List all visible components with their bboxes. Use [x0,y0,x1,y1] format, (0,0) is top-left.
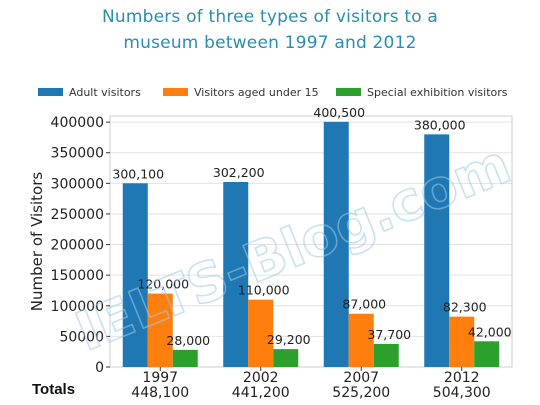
bar-3-2007 [373,343,399,367]
bar-2-1997 [147,293,173,367]
data-label: 302,200 [213,165,265,180]
data-label: 42,000 [468,324,512,339]
y-tick-label: 50000 [59,329,104,345]
data-label: 87,000 [342,297,386,312]
legend-swatch [38,88,63,96]
legend-label: Adult visitors [69,86,141,99]
totals-row: 448,100 441,200 525,200 504,300 Totals [32,381,491,401]
y-tick-label: 350000 [51,146,104,162]
x-tick-label: 2002 [243,370,279,386]
bars [122,121,500,367]
bar-3-2012 [474,341,500,367]
total-value: 448,100 [131,385,189,401]
data-labels: 300,100 120,000 28,000 302,200 110,000 29,200… [112,105,511,348]
bar-1-1997 [122,183,148,367]
x-tick-label: 2007 [343,370,379,386]
chart-title-line-2: museum between 1997 and 2012 [123,33,417,53]
y-tick-label: 100000 [51,299,104,315]
bar-2-2002 [248,299,274,367]
data-label: 400,500 [313,105,365,120]
data-label: 37,700 [367,327,411,342]
data-label: 82,300 [443,300,487,315]
total-value: 504,300 [433,385,491,401]
bar-3-1997 [172,349,198,367]
legend-swatch [336,88,361,96]
total-value: 441,200 [232,385,290,401]
chart-title-line-1: Numbers of three types of visitors to a [101,7,439,27]
bar-1-2007 [323,121,349,367]
y-tick-label: 200000 [51,238,104,254]
x-tick-label: 1997 [142,370,178,386]
data-label: 380,000 [414,117,466,132]
bar-2-2012 [449,316,475,367]
data-label: 28,000 [166,333,210,348]
legend-label: Special exhibition visitors [367,86,508,99]
axes: 0 50000 100000 150000 200000 250000 300000 3500… [28,115,513,386]
plot-frame [109,115,513,368]
legend-label: Visitors aged under 15 [194,86,319,99]
data-label: 29,200 [267,332,311,347]
bar-2-2007 [348,313,374,367]
y-tick-label: 250000 [51,207,104,223]
data-label: 120,000 [137,277,189,292]
x-tick-label: 2012 [444,370,480,386]
chart-title: Numbers of three types of visitors to a … [0,4,540,56]
total-value: 525,200 [332,385,390,401]
legend-swatch [163,88,188,96]
bar-1-2012 [424,134,450,367]
y-axis-label: Number of Visitors [28,172,46,312]
y-tick-label: 150000 [51,268,104,284]
bar-1-2002 [223,181,249,367]
y-tick-label: 400000 [51,115,104,131]
data-label: 110,000 [238,283,290,298]
bar-3-2002 [273,349,299,367]
y-tick-label: 300000 [51,176,104,192]
data-label: 300,100 [112,166,164,181]
y-tick-label: 0 [95,360,104,376]
legend: Adult visitors Visitors aged under 15 Spec… [38,86,508,99]
totals-label: Totals [32,381,75,398]
